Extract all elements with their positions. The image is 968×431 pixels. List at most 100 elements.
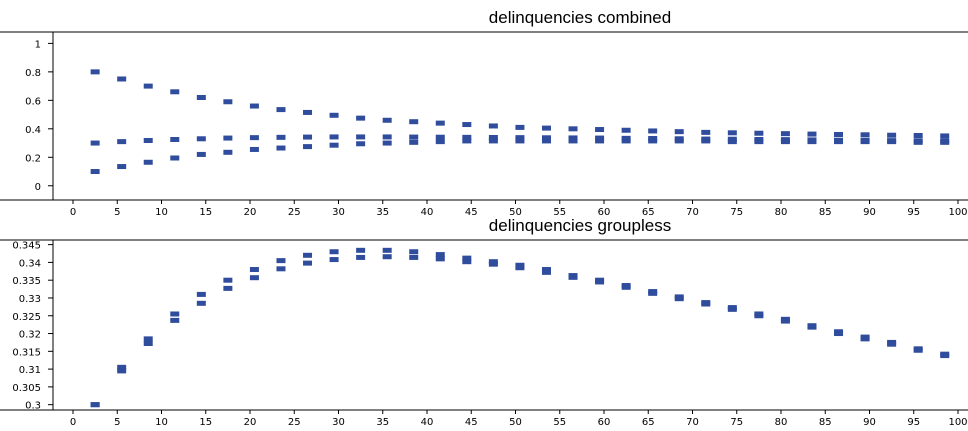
data-point	[356, 115, 366, 121]
data-point	[674, 129, 684, 135]
data-point	[727, 139, 737, 145]
data-point	[462, 138, 472, 144]
data-point	[541, 125, 551, 131]
data-point	[170, 311, 180, 317]
data-point	[249, 275, 259, 281]
data-point	[435, 120, 445, 126]
y-tick-label: 0.31	[19, 365, 41, 376]
x-tick-label: 50	[509, 417, 522, 427]
data-point	[541, 135, 551, 141]
data-point	[223, 285, 233, 291]
data-point	[807, 131, 817, 137]
data-point	[276, 266, 286, 272]
data-point	[913, 347, 923, 353]
x-tick-label: 85	[819, 207, 832, 218]
data-point	[515, 124, 525, 130]
y-tick-label: 0.8	[25, 68, 41, 79]
data-point	[117, 368, 127, 374]
data-point	[595, 127, 605, 133]
data-point	[249, 103, 259, 109]
x-tick-label: 70	[686, 417, 699, 427]
data-point	[727, 130, 737, 136]
data-point	[409, 249, 419, 255]
data-point	[621, 138, 631, 144]
data-point	[834, 331, 844, 337]
y-tick-label: 0.6	[25, 96, 41, 107]
data-point	[541, 269, 551, 275]
data-point	[807, 324, 817, 330]
data-point	[515, 138, 525, 144]
data-point	[276, 145, 286, 151]
data-point	[648, 128, 658, 134]
x-tick-label: 65	[642, 417, 655, 427]
data-point	[887, 132, 897, 138]
data-point	[860, 336, 870, 342]
x-tick-label: 65	[642, 207, 655, 218]
data-point	[356, 134, 366, 140]
data-point	[196, 136, 206, 142]
data-point	[90, 69, 100, 75]
data-point	[329, 112, 339, 118]
y-tick-label: 0.305	[12, 383, 41, 394]
x-tick-label: 55	[553, 207, 566, 218]
data-point	[435, 139, 445, 145]
data-point	[196, 300, 206, 306]
data-point	[462, 255, 472, 261]
data-point	[648, 290, 658, 296]
data-point	[754, 313, 764, 319]
x-tick-label: 35	[376, 417, 389, 427]
x-tick-label: 5	[114, 207, 120, 218]
data-point	[488, 134, 498, 140]
data-point	[382, 140, 392, 146]
data-point	[409, 134, 419, 140]
data-point	[913, 139, 923, 145]
y-tick-label: 0.33	[19, 294, 41, 305]
y-tick-label: 0.345	[12, 241, 41, 252]
data-point	[435, 252, 445, 258]
x-tick-label: 95	[907, 417, 920, 427]
x-tick-label: 100	[948, 207, 967, 218]
x-tick-label: 70	[686, 207, 699, 218]
data-point	[170, 89, 180, 95]
data-point	[621, 135, 631, 141]
x-tick-label: 75	[730, 207, 743, 218]
data-point	[90, 402, 100, 408]
data-point	[276, 134, 286, 140]
x-tick-label: 75	[730, 417, 743, 427]
data-point	[595, 135, 605, 141]
data-point	[382, 254, 392, 260]
x-tick-label: 40	[421, 207, 434, 218]
data-point	[90, 169, 100, 175]
x-tick-label: 55	[553, 417, 566, 427]
data-point	[356, 247, 366, 253]
data-point	[807, 139, 817, 145]
data-point	[462, 259, 472, 265]
data-point	[541, 267, 551, 273]
data-point	[701, 129, 711, 135]
data-point	[940, 353, 950, 359]
data-point	[834, 132, 844, 138]
data-point	[276, 258, 286, 264]
data-point	[913, 133, 923, 139]
data-point	[143, 159, 153, 165]
data-point	[276, 107, 286, 113]
x-tick-label: 30	[332, 417, 345, 427]
data-point	[170, 155, 180, 161]
data-point	[223, 277, 233, 283]
x-tick-label: 0	[70, 417, 76, 427]
data-point	[621, 127, 631, 133]
data-point	[117, 164, 127, 170]
data-point	[754, 130, 764, 136]
data-point	[196, 151, 206, 157]
y-tick-label: 1	[35, 39, 41, 50]
data-point	[860, 139, 870, 145]
data-point	[170, 317, 180, 323]
x-tick-label: 90	[863, 417, 876, 427]
x-tick-label: 60	[598, 207, 611, 218]
data-point	[780, 139, 790, 145]
x-tick-label: 60	[598, 417, 611, 427]
data-point	[409, 139, 419, 145]
data-point	[356, 254, 366, 260]
data-point	[435, 134, 445, 140]
